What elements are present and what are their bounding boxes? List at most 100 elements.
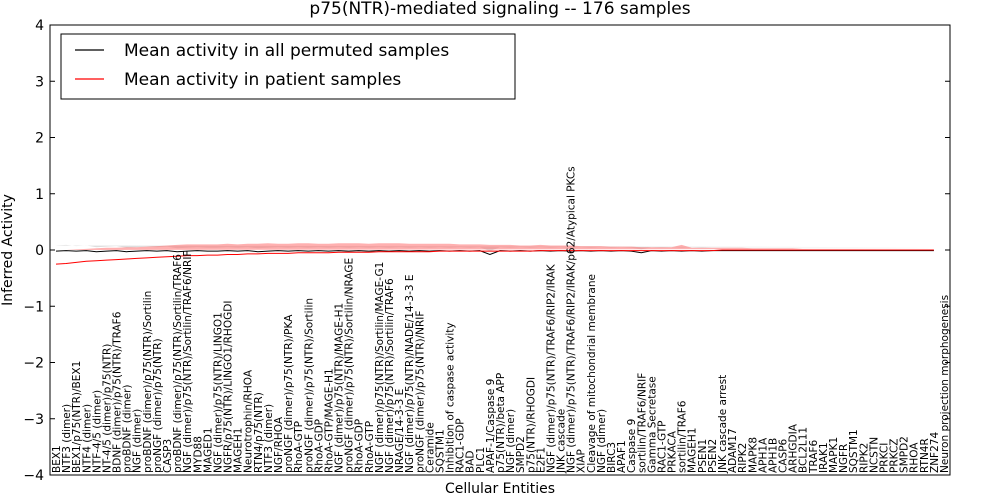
x-category-label: MAGEH1 bbox=[233, 428, 245, 473]
x-category-label: SQSTM1 bbox=[848, 429, 860, 473]
y-tick-label: −4 bbox=[23, 468, 44, 484]
x-category-label: NTF3 (dimer) bbox=[263, 404, 275, 473]
x-category-label: APH1B bbox=[768, 438, 780, 473]
x-category-label: NCSTN bbox=[868, 437, 880, 473]
x-category-label: APAF1 bbox=[616, 440, 628, 473]
legend: Mean activity in all permuted samples Me… bbox=[60, 33, 516, 100]
x-category-label: Gamma Secretase bbox=[646, 376, 658, 473]
x-category-label: MAGEH1 bbox=[687, 428, 699, 473]
x-category-label: p75(NTR)/RHOGDI bbox=[525, 377, 537, 473]
x-category-label: RIPK2 bbox=[737, 443, 749, 473]
x-category-label: BIRC3 bbox=[606, 442, 618, 473]
x-category-label: RhoA-GTP bbox=[293, 421, 305, 473]
x-category-label: RTN4R bbox=[919, 438, 931, 473]
x-category-label: proNGF (dimer)/p75(NTR)/PKA bbox=[283, 314, 295, 473]
x-category-label: IRAK1 bbox=[818, 442, 830, 473]
x-category-label: NGF (dimer)/p75(NTR)/Sortilin/TRAF6/NRIF bbox=[182, 251, 194, 473]
x-category-label: NGF/RHOA bbox=[273, 416, 285, 473]
x-category-label: RHOA bbox=[909, 442, 921, 473]
x-category-label: PRKCI bbox=[879, 443, 891, 473]
x-category-label: BCL2L11 bbox=[798, 427, 810, 473]
x-category-label: PSEN1 bbox=[697, 439, 709, 473]
x-category-label: CASP6 bbox=[778, 438, 790, 473]
y-tick-label: −2 bbox=[23, 356, 44, 372]
x-category-label: NTF3 (dimer) bbox=[61, 404, 73, 473]
x-category-label: BEX1/p75(NTR)/BEX1 bbox=[71, 361, 83, 473]
x-category-label: proBDNF (dimer) bbox=[122, 384, 134, 472]
x-category-label: SMPD2 bbox=[515, 436, 527, 473]
x-category-label: PSEN2 bbox=[707, 439, 719, 473]
patient-mean-line bbox=[55, 249, 934, 265]
x-category-label: ADAM17 bbox=[727, 428, 739, 473]
x-category-label: RhoA-GTP/MAGE-H1 bbox=[324, 368, 336, 473]
x-category-label: NGF (dimer)/p75(NTR)/NADE/14-3-3 E bbox=[404, 274, 416, 473]
x-category-label: E2F1 bbox=[535, 447, 547, 473]
legend-permuted-label: Mean activity in all permuted samples bbox=[124, 41, 449, 61]
plot-frame bbox=[49, 24, 951, 476]
x-category-label: RTN4/p75(NTR) bbox=[253, 392, 265, 473]
x-category-label: NGF (dimer)/p75(NTR)/TRAF6/RIP2/IRAK bbox=[546, 263, 558, 473]
x-category-label: NGF (dimer)/p75(NTR)/Sortilin/TRAF6 bbox=[384, 278, 396, 473]
x-category-label: proBDNF (dimer)/p75(NTR)/Sortilin/TRAF6 bbox=[172, 254, 184, 473]
x-category-label: proNGF (dimer)/p75(NTR)/Sortilin/NRAGE bbox=[344, 258, 356, 473]
x-category-label: p75(NTR)/beta APP bbox=[495, 373, 507, 473]
x-category-label: ARHGDIA bbox=[788, 423, 800, 473]
y-tick-label: 3 bbox=[35, 74, 44, 90]
x-category-label: Neuron projection morphogenesis bbox=[939, 295, 951, 473]
legend-box bbox=[60, 33, 516, 100]
x-category-label: proNGF (dimer)/p75(NTR)/NRIF bbox=[414, 311, 426, 473]
x-category-label: MAPK1 bbox=[828, 437, 840, 473]
x-category-label: MYD88 bbox=[192, 436, 204, 473]
x-axis-label: Cellular Entities bbox=[445, 481, 555, 497]
x-category-label: APH1A bbox=[757, 437, 769, 473]
x-category-label: BDNF (dimer)/p75(NTR)/TRAF6 bbox=[112, 311, 124, 473]
x-category-label: RhoA-GTP bbox=[364, 421, 376, 473]
x-category-label: JNK cascade bbox=[556, 409, 568, 474]
x-category-label: Inhibition of caspase activity bbox=[445, 322, 457, 473]
x-category-label: RhoA-GDP bbox=[354, 419, 366, 473]
x-category-label: NGFR/p75(NTR)/LINGO1/RHOGDI bbox=[223, 301, 235, 473]
chart-title: p75(NTR)-mediated signaling -- 176 sampl… bbox=[309, 0, 690, 19]
x-category-label: proNGF (dimer)/p75(NTR)/Sortilin bbox=[303, 298, 315, 473]
x-category-label: NTF4 (dimer) bbox=[81, 404, 93, 473]
x-category-label: RIPK2 bbox=[858, 443, 870, 473]
x-category-label: RAC1-GTP bbox=[657, 420, 669, 473]
x-category-label: proBDNF (dimer)/p75(NTR)/Sortilin bbox=[142, 291, 154, 473]
x-category-label: PLC1 bbox=[475, 447, 487, 473]
y-tick-label: 1 bbox=[35, 187, 44, 203]
patient-band bbox=[56, 243, 934, 250]
y-axis-label: Inferred Activity bbox=[0, 194, 16, 306]
x-category-label: NGF (dimer)/p75(NTR)/LINGO1 bbox=[213, 312, 225, 473]
x-category-label: CASP3 bbox=[162, 439, 174, 473]
y-tick-label: 4 bbox=[35, 18, 44, 34]
x-category-label: RAC1-GDP bbox=[455, 418, 467, 473]
x-category-label: RhoA-GDP bbox=[313, 419, 325, 473]
x-category-label: TRAF6 bbox=[808, 439, 820, 474]
x-category-label: NTF-4/5 (dimer) bbox=[91, 390, 103, 473]
legend-patient-label: Mean activity in patient samples bbox=[124, 70, 401, 90]
x-category-label: XIAP bbox=[576, 449, 588, 473]
x-category-label: MAGED1 bbox=[202, 427, 214, 473]
x-category-label: BEX1 bbox=[51, 445, 63, 473]
x-category-label: MAPK8 bbox=[747, 437, 759, 473]
y-tick-label: 2 bbox=[35, 131, 44, 147]
x-category-label: NGF (dimer)/p75(NTR)/MAGE-H1 bbox=[334, 303, 346, 473]
x-category-label: ZNF274 bbox=[929, 432, 941, 473]
x-category-label: NGF (dimer)/p75(NTR)/Sortilin/MAGE-G1 bbox=[374, 262, 386, 473]
y-tick-label: −3 bbox=[23, 412, 44, 428]
x-category-label: proNGF (dimer)/p75(NTR) bbox=[152, 338, 164, 473]
x-category-label: SMPD2 bbox=[899, 436, 911, 473]
x-category-label: Neurotrophin/RHOA bbox=[243, 369, 255, 473]
x-category-label: APAF-1/Caspase 9 bbox=[485, 379, 497, 473]
x-category-label: JNK cascade arrest bbox=[717, 375, 729, 474]
x-category-label: SQSTM1 bbox=[435, 429, 447, 473]
y-tick-label: 0 bbox=[35, 243, 44, 259]
x-category-label: NGF (dimer) bbox=[505, 409, 517, 473]
x-category-label: sortilin/TRAF6 bbox=[677, 400, 689, 473]
permuted-mean-line bbox=[55, 250, 934, 256]
x-category-label: PRKCZ bbox=[889, 438, 901, 472]
x-category-label: NGF (dimer)/p75(NTR)/TRAF6/RIP2/IRAK/p62… bbox=[566, 166, 578, 473]
x-category-label: Cleavage of mitochondrial membrane bbox=[586, 274, 598, 473]
